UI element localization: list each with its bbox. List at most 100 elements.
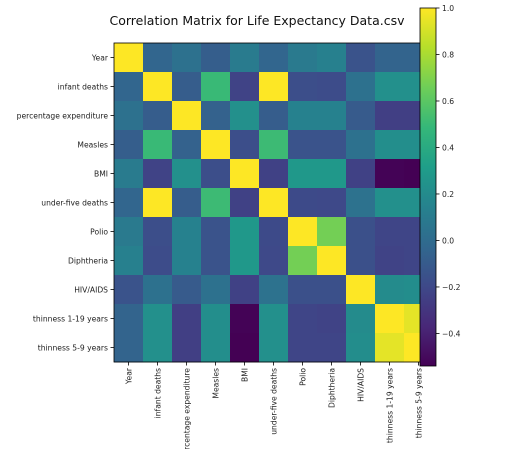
chart-title: Correlation Matrix for Life Expectancy D… bbox=[109, 13, 405, 28]
row-label: HIV/AIDS bbox=[74, 285, 108, 294]
row-label: thinness 5-9 years bbox=[38, 343, 108, 352]
heatmap-cell bbox=[201, 43, 231, 73]
column-label: thinness 5-9 years bbox=[414, 368, 423, 438]
heatmap-cell bbox=[114, 72, 144, 102]
heatmap-cell bbox=[114, 130, 144, 160]
heatmap-cell bbox=[172, 188, 202, 218]
row-label: thinness 1-19 years bbox=[33, 314, 108, 323]
heatmap-cell bbox=[201, 333, 231, 363]
column-label: Polio bbox=[298, 368, 307, 386]
heatmap-cell bbox=[259, 188, 289, 218]
heatmap-cell bbox=[317, 275, 347, 305]
column-label: percentage expenditure bbox=[182, 368, 191, 449]
column-label: Diphtheria bbox=[327, 368, 336, 408]
heatmap-cell bbox=[259, 159, 289, 189]
heatmap-cell bbox=[375, 217, 405, 247]
heatmap-cell bbox=[114, 333, 144, 363]
heatmap-cell bbox=[346, 43, 376, 73]
heatmap-cell bbox=[114, 246, 144, 276]
heatmap-cell bbox=[143, 217, 173, 247]
heatmap-cell bbox=[317, 159, 347, 189]
heatmap-cell bbox=[143, 304, 173, 334]
row-label: Polio bbox=[90, 227, 108, 236]
heatmap-cell bbox=[375, 188, 405, 218]
heatmap-cell bbox=[259, 217, 289, 247]
heatmap-cell bbox=[114, 101, 144, 131]
heatmap-cell bbox=[114, 275, 144, 305]
column-label: Year bbox=[124, 367, 133, 385]
heatmap-cell bbox=[375, 246, 405, 276]
heatmap-cell bbox=[143, 246, 173, 276]
heatmap-cell bbox=[288, 333, 318, 363]
row-label: percentage expenditure bbox=[17, 111, 109, 120]
heatmap-cell bbox=[346, 130, 376, 160]
heatmap-cell bbox=[375, 159, 405, 189]
column-label: thinness 1-19 years bbox=[385, 368, 394, 443]
heatmap-cell bbox=[114, 188, 144, 218]
heatmap-cell bbox=[230, 217, 260, 247]
heatmap-cell bbox=[230, 304, 260, 334]
heatmap-cell bbox=[230, 101, 260, 131]
heatmap-cell bbox=[230, 159, 260, 189]
colorbar-tick-label: −0.2 bbox=[442, 283, 461, 292]
heatmap-cell bbox=[346, 275, 376, 305]
heatmap-cell bbox=[201, 130, 231, 160]
colorbar bbox=[419, 7, 437, 367]
colorbar-tick-label: 0.0 bbox=[442, 236, 454, 245]
heatmap-cells bbox=[114, 43, 434, 363]
heatmap-cell bbox=[259, 333, 289, 363]
heatmap-cell bbox=[143, 333, 173, 363]
heatmap-cell bbox=[172, 159, 202, 189]
heatmap-cell bbox=[143, 275, 173, 305]
heatmap-cell bbox=[288, 101, 318, 131]
heatmap-cell bbox=[288, 159, 318, 189]
column-labels: Year infant deaths percentage expenditure M… bbox=[124, 362, 423, 449]
heatmap-cell bbox=[375, 43, 405, 73]
heatmap-cell bbox=[259, 43, 289, 73]
heatmap-cell bbox=[259, 304, 289, 334]
heatmap-cell bbox=[201, 188, 231, 218]
heatmap-cell bbox=[375, 275, 405, 305]
heatmap-cell bbox=[172, 130, 202, 160]
heatmap-cell bbox=[288, 304, 318, 334]
heatmap-cell bbox=[201, 304, 231, 334]
heatmap-cell bbox=[288, 43, 318, 73]
heatmap-cell bbox=[317, 188, 347, 218]
heatmap-cell bbox=[317, 101, 347, 131]
heatmap-cell bbox=[259, 101, 289, 131]
heatmap-cell bbox=[288, 130, 318, 160]
heatmap-cell bbox=[375, 333, 405, 363]
heatmap-cell bbox=[230, 43, 260, 73]
colorbar-tick-label: 0.8 bbox=[442, 50, 454, 59]
heatmap-cell bbox=[317, 246, 347, 276]
colorbar-tick-label: 0.4 bbox=[442, 143, 454, 152]
heatmap-cell bbox=[201, 101, 231, 131]
row-label: Diphtheria bbox=[68, 256, 108, 265]
heatmap-cell bbox=[143, 159, 173, 189]
heatmap-cell bbox=[317, 304, 347, 334]
heatmap-cell bbox=[346, 188, 376, 218]
heatmap-cell bbox=[143, 101, 173, 131]
heatmap-cell bbox=[230, 130, 260, 160]
heatmap-cell bbox=[288, 217, 318, 247]
heatmap-cell bbox=[201, 246, 231, 276]
colorbar-tick-label: 1.0 bbox=[442, 4, 454, 13]
heatmap-cell bbox=[230, 188, 260, 218]
heatmap-cell bbox=[259, 130, 289, 160]
heatmap-cell bbox=[346, 304, 376, 334]
heatmap-cell bbox=[172, 43, 202, 73]
colorbar-ticks: −0.4 −0.2 0.0 0.2 0.4 0.6 0.8 1.0 bbox=[436, 4, 461, 338]
heatmap-cell bbox=[172, 217, 202, 247]
column-label: BMI bbox=[240, 368, 249, 382]
heatmap-cell bbox=[346, 217, 376, 247]
row-label: under-five deaths bbox=[41, 198, 108, 207]
heatmap-cell bbox=[288, 275, 318, 305]
heatmap-cell bbox=[143, 130, 173, 160]
heatmap-cell bbox=[201, 159, 231, 189]
heatmap-cell bbox=[317, 43, 347, 73]
row-label: Year bbox=[91, 53, 109, 62]
heatmap-cell bbox=[143, 72, 173, 102]
column-label: infant deaths bbox=[153, 368, 162, 418]
heatmap-cell bbox=[201, 217, 231, 247]
